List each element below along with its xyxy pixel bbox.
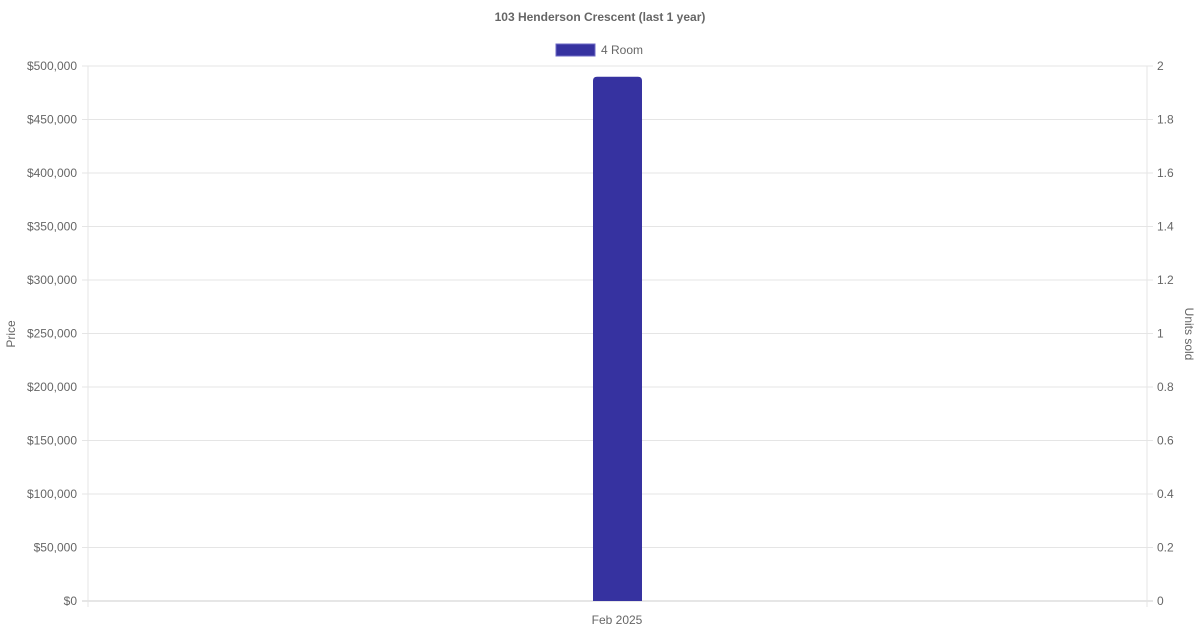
bar[interactable] bbox=[593, 76, 642, 601]
y-tick-label: $50,000 bbox=[34, 541, 78, 555]
x-tick-label: Feb 2025 bbox=[592, 613, 643, 627]
chart-title: 103 Henderson Crescent (last 1 year) bbox=[495, 10, 706, 24]
y2-tick-label: 1.8 bbox=[1157, 113, 1174, 127]
y-tick-label: $250,000 bbox=[27, 327, 77, 341]
y-tick-label: $300,000 bbox=[27, 273, 77, 287]
y2-axis-label: Units sold bbox=[1182, 308, 1196, 361]
y2-tick-label: 2 bbox=[1157, 59, 1164, 73]
y2-tick-label: 1.6 bbox=[1157, 166, 1174, 180]
y2-tick-label: 1.2 bbox=[1157, 273, 1174, 287]
y2-tick-label: 0.2 bbox=[1157, 541, 1174, 555]
y-tick-label: $500,000 bbox=[27, 59, 77, 73]
y2-tick-label: 1 bbox=[1157, 327, 1164, 341]
y2-tick-label: 0.4 bbox=[1157, 487, 1174, 501]
y-tick-label: $400,000 bbox=[27, 166, 77, 180]
y-tick-label: $150,000 bbox=[27, 434, 77, 448]
legend-swatch[interactable] bbox=[555, 43, 596, 57]
y2-tick-label: 0 bbox=[1157, 594, 1164, 608]
y-axis-label: Price bbox=[4, 320, 18, 348]
y-tick-label: $200,000 bbox=[27, 380, 77, 394]
y-tick-label: $0 bbox=[64, 594, 78, 608]
y-tick-label: $350,000 bbox=[27, 220, 77, 234]
y2-tick-label: 0.6 bbox=[1157, 434, 1174, 448]
y-tick-label: $450,000 bbox=[27, 113, 77, 127]
y2-tick-label: 0.8 bbox=[1157, 380, 1174, 394]
y2-tick-label: 1.4 bbox=[1157, 220, 1174, 234]
legend-label[interactable]: 4 Room bbox=[601, 43, 643, 57]
y-tick-label: $100,000 bbox=[27, 487, 77, 501]
